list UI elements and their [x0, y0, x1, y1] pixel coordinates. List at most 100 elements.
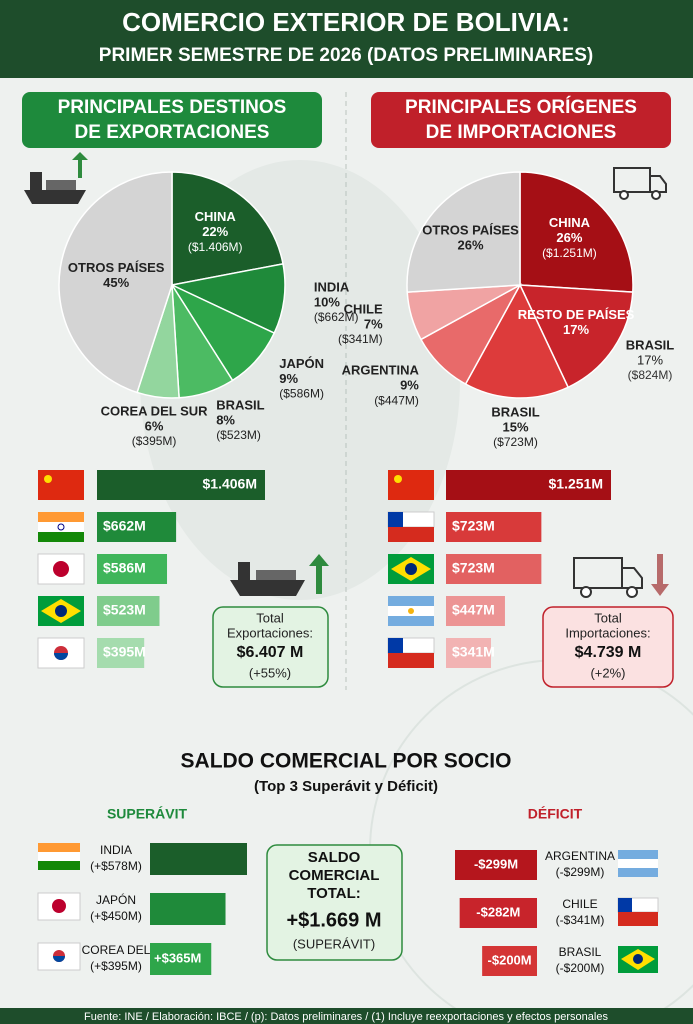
partner-label: CHILE	[562, 897, 597, 911]
exports-total-box	[212, 606, 329, 688]
balance-subtitle: (Top 3 Superávit y Déficit)	[254, 778, 438, 795]
flag-japan	[37, 553, 85, 585]
pie-slice	[406, 171, 521, 293]
pie-label: CHILE	[344, 301, 383, 316]
flag-india	[38, 843, 80, 870]
imports-title: DE IMPORTACIONES	[426, 122, 617, 143]
partner-label: BRASIL	[559, 945, 602, 959]
pie-label: RESTO DE PAÍSES	[518, 307, 635, 322]
bar-value-label: $723M	[452, 518, 495, 534]
bar	[446, 638, 491, 668]
bar	[482, 946, 537, 976]
total-value: $6.407 M	[237, 644, 304, 661]
pie-label: 26%	[458, 238, 484, 253]
pie-label: OTROS PAÍSES	[68, 260, 165, 275]
pie-label: ($341M)	[338, 332, 383, 346]
pie-label: ($662M)	[314, 310, 359, 324]
balance-title: SALDO COMERCIAL POR SOCIO	[181, 750, 512, 773]
bar-value-label: $723M	[452, 560, 495, 576]
bar	[446, 512, 542, 542]
bar	[97, 596, 160, 626]
imports-title: PRINCIPALES ORÍGENES	[405, 96, 637, 118]
flag-argentina	[388, 596, 434, 626]
total-label: Total	[594, 610, 622, 625]
subtitle: PRIMER SEMESTRE DE 2026 (DATOS PRELIMINA…	[99, 45, 593, 66]
ship-icon	[24, 172, 86, 204]
pie-slice	[169, 262, 286, 335]
partner-sublabel: (-$341M)	[556, 913, 605, 927]
imports-total-box	[542, 606, 674, 688]
footer-bar	[0, 1008, 693, 1024]
pie-label: 45%	[103, 275, 129, 290]
balance-total-label: SALDO	[308, 849, 361, 866]
pie-label: 26%	[556, 230, 582, 245]
bar	[150, 843, 247, 875]
pie-label: COREA DEL SUR	[101, 403, 209, 418]
bar-value-label: -$282M	[476, 904, 520, 919]
bar-value-label: $395M	[103, 644, 146, 660]
balance-total-note: (SUPERÁVIT)	[293, 936, 375, 951]
bar	[446, 596, 505, 626]
truck-icon	[573, 557, 643, 598]
imports-header	[371, 92, 671, 148]
pie-label: 8%	[216, 412, 235, 427]
pie-label: 22%	[202, 224, 228, 239]
total-label: Importaciones:	[565, 625, 650, 640]
up-arrow	[72, 152, 88, 178]
flag-brazil	[388, 554, 434, 584]
pie-label: 6%	[145, 418, 164, 433]
ship-icon	[230, 562, 305, 596]
bar-value-label: -$299M	[474, 856, 518, 871]
balance-total-value: +$1.669 M	[286, 909, 381, 931]
pie-label: 17%	[563, 322, 589, 337]
header-bar	[0, 0, 693, 78]
flag-brazil	[38, 596, 84, 626]
pie-slice	[464, 283, 570, 399]
deficit-title: DÉFICIT	[528, 806, 583, 822]
flag-korea	[37, 942, 81, 971]
total-label: Total	[256, 610, 284, 625]
bar-value-label: $586M	[103, 560, 146, 576]
bar	[97, 554, 168, 584]
partner-sublabel: (+$450M)	[90, 909, 142, 923]
pie-label: ($523M)	[216, 428, 261, 442]
bar	[446, 470, 611, 500]
bar	[150, 893, 226, 925]
pie-label: 9%	[279, 371, 298, 386]
pie-label: CHINA	[195, 209, 237, 224]
bar	[97, 512, 177, 542]
bar-value-label: $341M	[452, 644, 495, 660]
pie-label: ($395M)	[132, 434, 177, 448]
bar	[97, 470, 265, 500]
partner-label: JAPÓN	[96, 892, 136, 907]
pie-label: ARGENTINA	[342, 363, 420, 378]
exports-title: PRINCIPALES DESTINOS	[58, 97, 287, 118]
down-arrow	[651, 554, 669, 596]
pie-slice	[519, 171, 634, 293]
balance-total-label: TOTAL:	[307, 885, 361, 902]
pie-slice	[58, 171, 173, 394]
partner-label: ARGENTINA	[545, 849, 615, 863]
total-value: $4.739 M	[575, 644, 642, 661]
total-label: Exportaciones:	[227, 625, 313, 640]
pie-label: BRASIL	[491, 404, 539, 419]
annotation: BRASIL	[626, 337, 674, 352]
bar	[459, 898, 537, 928]
bar-value-label: $523M	[103, 602, 146, 618]
flag-chile	[387, 511, 435, 542]
flag-argentina	[618, 850, 658, 877]
bar-value-label: +$365M	[154, 950, 201, 965]
bar	[150, 943, 212, 975]
bar-value-label: -$200M	[488, 952, 532, 967]
pie-label: ($586M)	[279, 387, 324, 401]
pie-label: CHINA	[549, 215, 591, 230]
flag-india	[38, 512, 84, 542]
annotation: 17%	[637, 352, 663, 367]
flag-chile	[617, 897, 659, 926]
bar	[446, 554, 542, 584]
total-change: (+2%)	[590, 665, 625, 680]
pie-label: JAPÓN	[279, 356, 324, 371]
